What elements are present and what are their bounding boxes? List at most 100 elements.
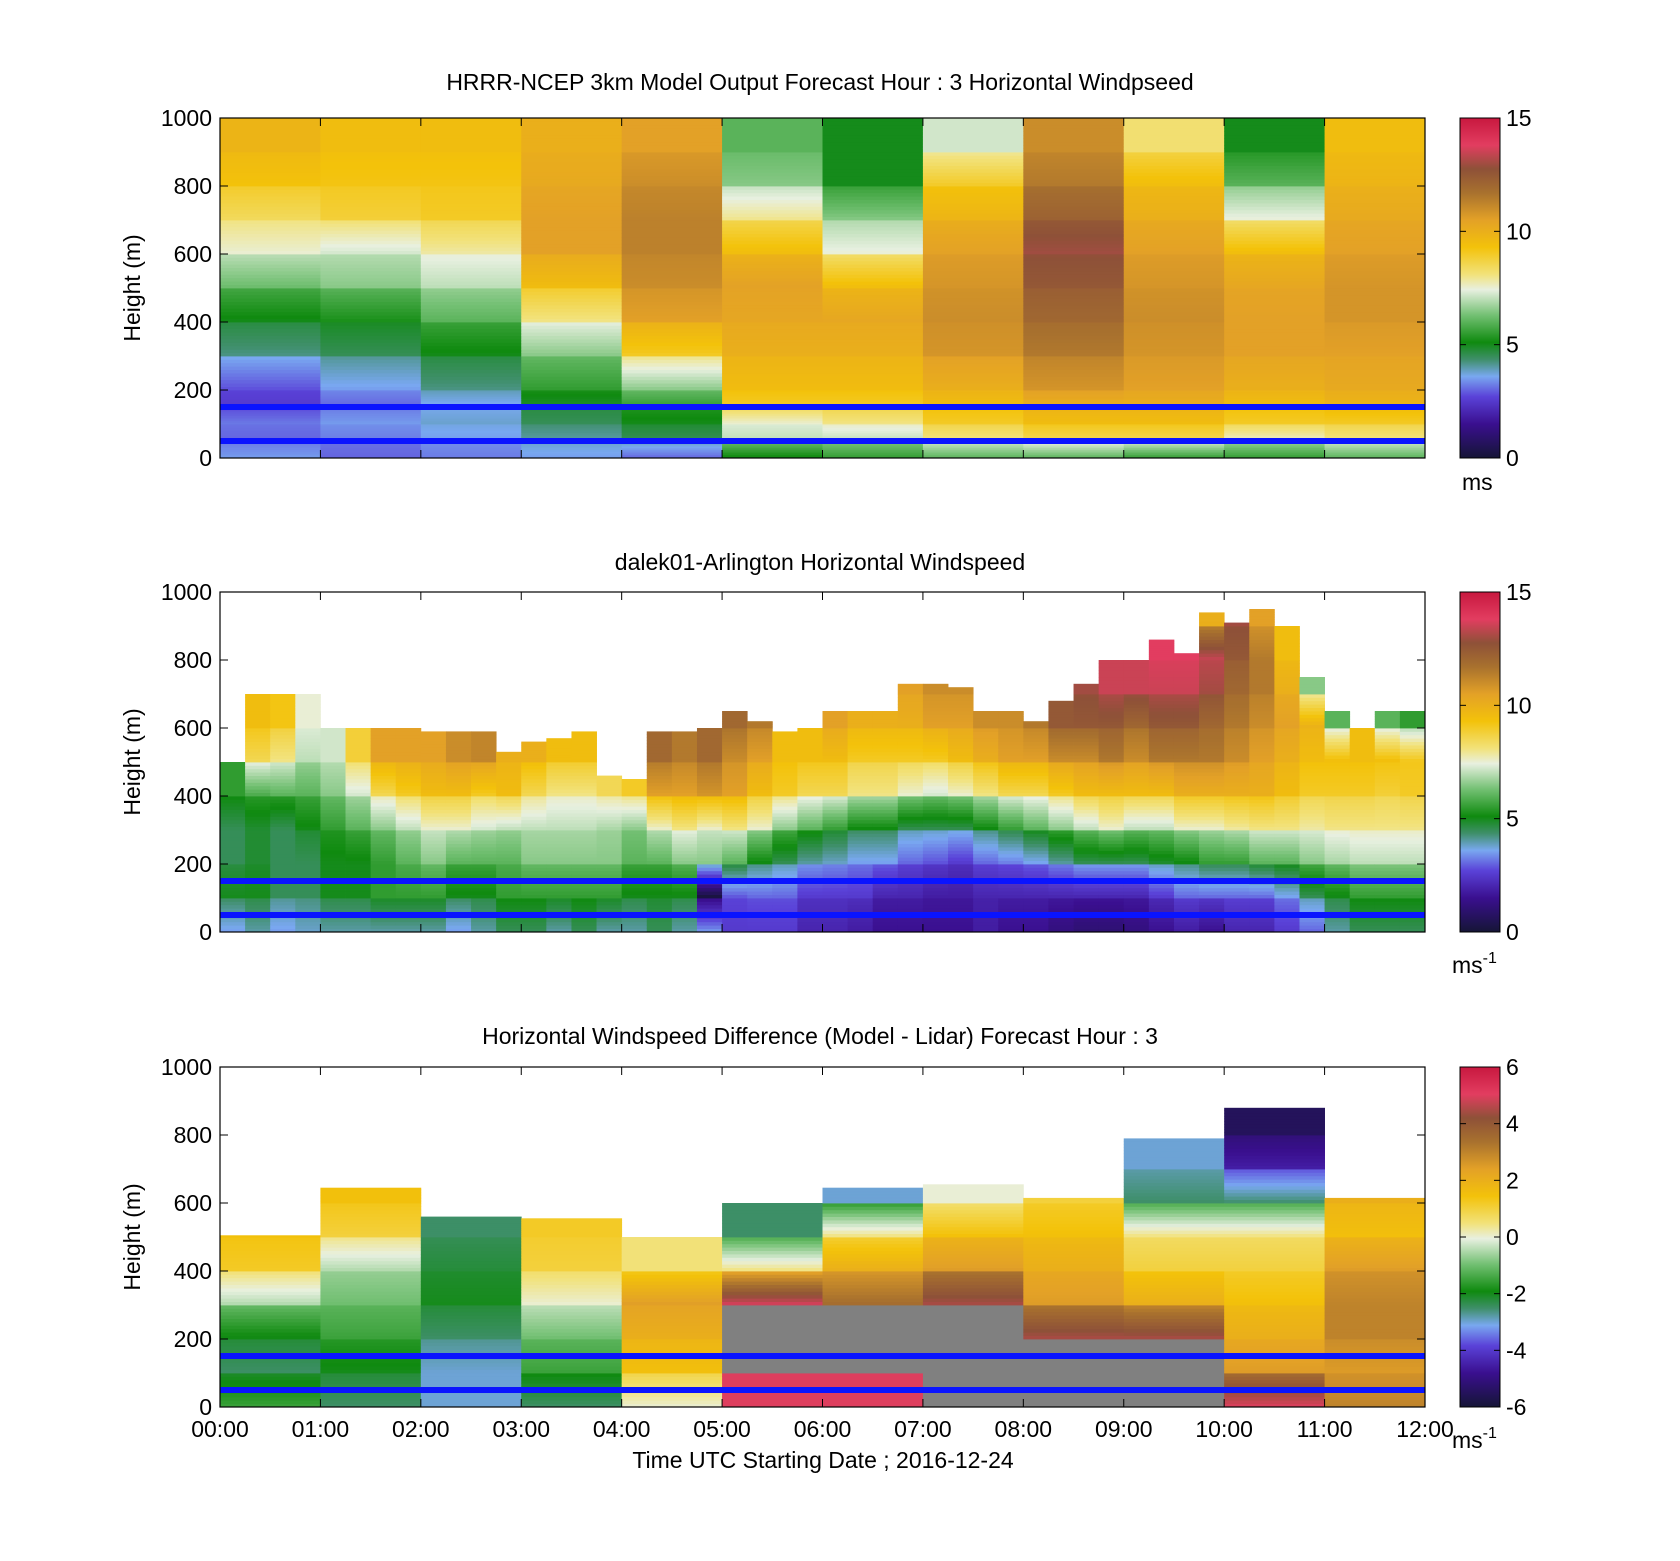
heatmap-cell — [220, 823, 246, 827]
heatmap-cell — [722, 921, 748, 926]
x-axis-ticks — [219, 118, 1426, 458]
heatmap-cell — [546, 816, 572, 821]
heatmap-cell — [722, 216, 823, 221]
heatmap-cell — [1173, 792, 1200, 797]
heatmap-cell — [922, 684, 949, 687]
heatmap-cell — [621, 216, 723, 221]
heatmap-cell — [395, 779, 422, 783]
heatmap-cell — [1023, 284, 1125, 289]
heatmap-cell — [1023, 772, 1049, 776]
heatmap-cell — [471, 799, 497, 804]
heatmap-cell — [1123, 908, 1150, 912]
heatmap-cell — [1224, 677, 1250, 681]
heatmap-cell — [1173, 847, 1200, 851]
heatmap-cell — [1073, 792, 1100, 797]
heatmap-cell — [445, 768, 472, 773]
heatmap-cell — [420, 746, 447, 751]
heatmap-cell — [772, 796, 798, 800]
heatmap-cell — [722, 271, 823, 275]
heatmap-cell — [345, 755, 372, 759]
heatmap-cell — [220, 418, 321, 421]
heatmap-cell — [1324, 724, 1351, 727]
heatmap-cell — [345, 748, 372, 753]
heatmap-cell — [1399, 830, 1426, 834]
heatmap-cell — [1023, 748, 1049, 753]
heatmap-cell — [546, 765, 572, 770]
heatmap-cell — [1374, 748, 1401, 753]
heatmap-cell — [747, 745, 773, 749]
heatmap-cell — [320, 148, 422, 153]
heatmap-cell — [1274, 864, 1300, 868]
heatmap-cell — [1023, 420, 1125, 423]
heatmap-cell — [822, 335, 924, 340]
colorbar-tick-label: 5 — [1506, 332, 1519, 358]
heatmap-cell — [320, 898, 346, 902]
heatmap-cell — [621, 796, 648, 800]
heatmap-cell — [671, 772, 698, 776]
heatmap-cell — [1249, 687, 1275, 691]
heatmap-cell — [496, 833, 522, 838]
heatmap-cell — [420, 779, 447, 783]
heatmap-cell — [395, 789, 422, 793]
heatmap-cell — [295, 898, 321, 902]
heatmap-cell — [445, 789, 472, 793]
heatmap-cell — [245, 870, 271, 875]
heatmap-cell — [822, 395, 924, 398]
heatmap-cell — [1324, 345, 1426, 350]
heatmap-cell — [395, 734, 422, 739]
heatmap-cell — [521, 444, 623, 447]
heatmap-cell — [722, 305, 823, 309]
heatmap-cell — [245, 918, 271, 923]
heatmap-cell — [847, 870, 874, 875]
heatmap-cell — [621, 281, 723, 285]
heatmap-cell — [1023, 782, 1049, 787]
heatmap-cell — [1324, 131, 1426, 136]
heatmap-cell — [722, 412, 823, 415]
heatmap-cell — [973, 891, 999, 895]
heatmap-cell — [722, 918, 748, 923]
heatmap-cell — [420, 226, 522, 231]
heatmap-cell — [521, 118, 623, 122]
heatmap-cell — [395, 748, 422, 753]
heatmap-cell — [521, 430, 623, 433]
heatmap-cell — [722, 449, 823, 452]
heatmap-cell — [948, 785, 974, 790]
heatmap-cell — [445, 874, 472, 878]
heatmap-cell — [295, 840, 321, 844]
heatmap-cell — [696, 775, 723, 780]
heatmap-cell — [948, 691, 974, 693]
heatmap-cell — [521, 274, 623, 279]
heatmap-cell — [847, 782, 874, 787]
heatmap-cell — [445, 830, 472, 834]
heatmap-cell — [496, 860, 522, 865]
heatmap-cell — [1123, 141, 1225, 146]
heatmap-cell — [370, 755, 397, 759]
heatmap-cell — [1249, 898, 1275, 902]
heatmap-cell — [1073, 867, 1100, 872]
heatmap-cell — [772, 775, 798, 780]
heatmap-cell — [1324, 226, 1426, 231]
heatmap-cell — [822, 230, 924, 234]
heatmap-cell — [621, 794, 648, 797]
heatmap-cell — [1349, 731, 1376, 736]
heatmap-cell — [1123, 728, 1150, 732]
heatmap-cell — [621, 271, 723, 275]
heatmap-cell — [521, 447, 623, 450]
heatmap-cell — [897, 724, 924, 729]
heatmap-cell — [1224, 622, 1250, 624]
heatmap-cell — [747, 826, 773, 831]
heatmap-cell — [1098, 789, 1125, 793]
heatmap-cell — [420, 254, 522, 258]
heatmap-cell — [922, 412, 1024, 415]
heatmap-cell — [1023, 158, 1125, 163]
heatmap-cell — [1249, 643, 1275, 647]
heatmap-cell — [722, 376, 823, 381]
heatmap-cell — [1274, 649, 1300, 654]
heatmap-cell — [1173, 785, 1200, 790]
heatmap-cell — [922, 745, 949, 749]
heatmap-cell — [1224, 700, 1250, 705]
heatmap-cell — [521, 152, 623, 156]
heatmap-cell — [245, 884, 271, 889]
heatmap-cell — [1073, 688, 1100, 691]
